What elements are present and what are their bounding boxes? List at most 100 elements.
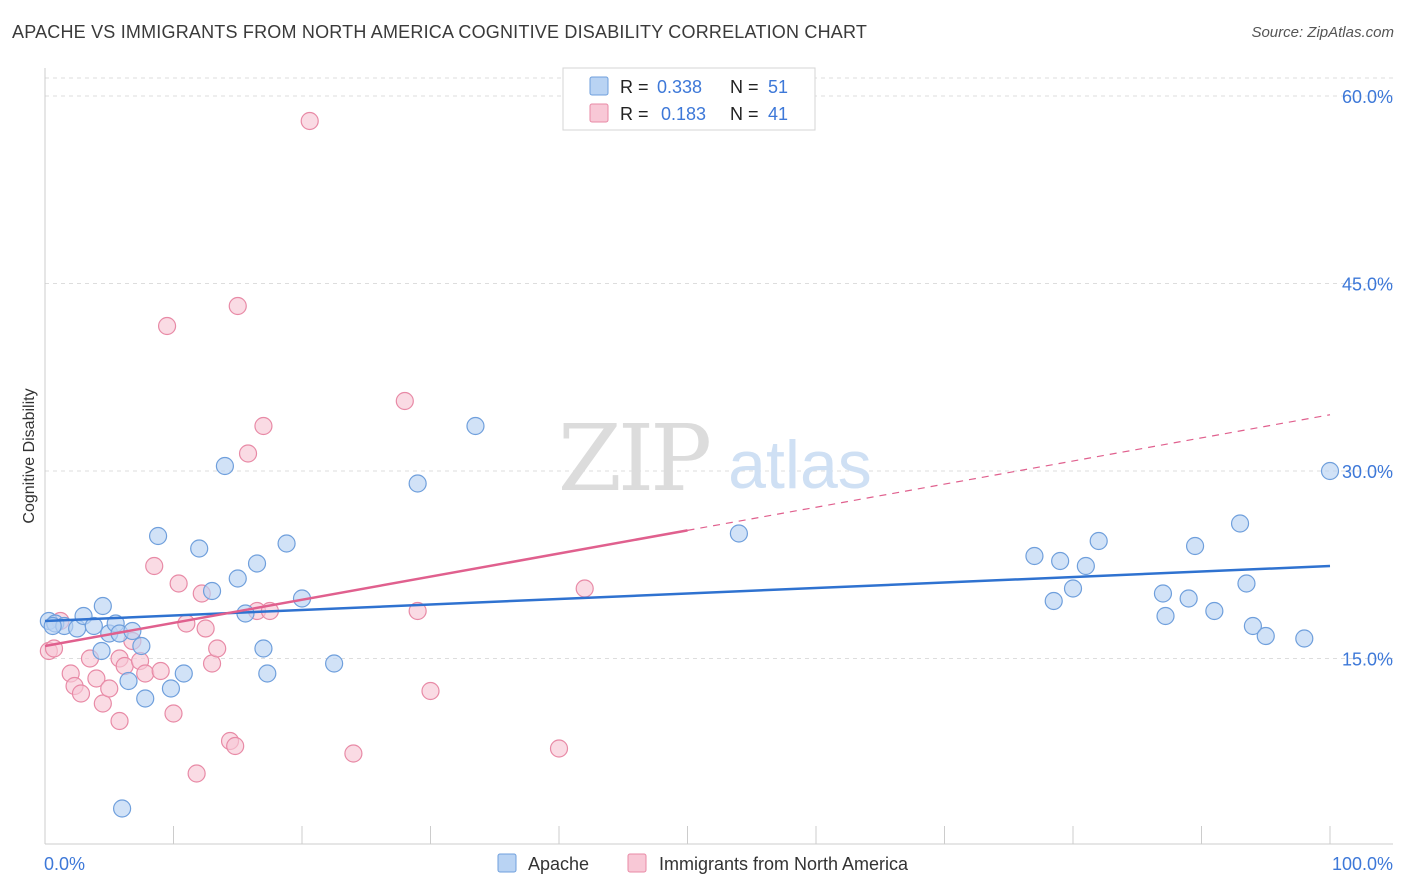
immigrants-point — [196, 619, 215, 638]
source-credit: Source: ZipAtlas.com — [1251, 24, 1394, 41]
watermark-atlas: atlas — [728, 427, 872, 503]
apache-point — [136, 689, 155, 708]
legend-n-value-apache: 51 — [768, 77, 788, 97]
apache-point — [1089, 531, 1108, 551]
apache-point — [174, 664, 193, 683]
y-tick-label: 30.0% — [1342, 462, 1393, 482]
immigrants-point — [145, 556, 164, 576]
immigrants-point — [110, 711, 129, 731]
y-tick-label: 45.0% — [1342, 275, 1393, 295]
series-legend: Apache Immigrants from North America — [497, 853, 909, 874]
legend-n-value-immigrants: 41 — [768, 104, 788, 124]
immigrants-point — [136, 664, 155, 683]
immigrants-point — [549, 739, 569, 758]
apache-point — [148, 526, 168, 546]
legend-swatch-immigrants — [589, 103, 609, 123]
apache-point — [254, 639, 273, 658]
y-tick-labels: 15.0% 30.0% 45.0% 60.0% — [1342, 87, 1393, 670]
immigrants-point — [238, 444, 258, 463]
apache-point — [325, 654, 344, 673]
apache-point — [92, 641, 111, 661]
apache-point — [729, 524, 749, 543]
data-points — [39, 111, 1340, 818]
immigrants-trend-line — [44, 529, 688, 648]
immigrants-point — [254, 416, 273, 436]
chart-title: APACHE VS IMMIGRANTS FROM NORTH AMERICA … — [12, 22, 868, 42]
apache-point — [1063, 579, 1083, 598]
immigrants-point — [71, 684, 91, 703]
correlation-legend: R = 0.338 N = 51 R = 0.183 N = 41 — [562, 67, 816, 131]
apache-point — [132, 636, 151, 656]
apache-point — [112, 799, 132, 818]
watermark-zip: ZIP — [558, 405, 709, 512]
apache-point — [1295, 629, 1314, 648]
apache-point — [119, 671, 138, 691]
immigrants-point — [344, 744, 363, 763]
immigrants-point — [408, 601, 427, 621]
apache-point — [190, 539, 209, 558]
apache-point — [1179, 589, 1198, 608]
apache-point — [1044, 591, 1063, 611]
axes — [44, 68, 1393, 845]
apache-point — [1256, 626, 1275, 646]
immigrants-point — [395, 391, 414, 411]
immigrants-trend-line-extrapolated — [687, 414, 1331, 531]
apache-point — [1076, 556, 1095, 576]
apache-point — [1237, 574, 1256, 593]
apache-point — [215, 456, 234, 476]
apache-point — [277, 534, 296, 553]
apache-point — [1185, 536, 1205, 556]
immigrants-point — [226, 736, 245, 756]
legend-n-label-apache: N = — [730, 77, 759, 97]
immigrants-point — [575, 579, 594, 598]
legend-swatch-apache — [589, 76, 609, 96]
apache-point — [93, 596, 112, 616]
immigrants-point — [300, 111, 319, 131]
immigrants-point — [421, 681, 440, 701]
y-axis-title: Cognitive Disability — [21, 388, 38, 523]
legend-bottom-label-apache: Apache — [528, 854, 589, 874]
legend-r-value-apache: 0.338 — [657, 77, 702, 97]
legend-bottom-label-immigrants: Immigrants from North America — [659, 854, 909, 874]
y-tick-label: 60.0% — [1342, 87, 1393, 107]
x-tick-label-min: 0.0% — [44, 854, 85, 874]
legend-bottom-swatch-immigrants — [627, 853, 647, 873]
apache-point — [1205, 601, 1224, 621]
apache-trend-line — [44, 564, 1331, 623]
apache-point — [84, 616, 103, 636]
immigrants-point — [169, 574, 188, 593]
apache-point — [1230, 514, 1250, 533]
legend-r-label-apache: R = — [620, 77, 649, 97]
immigrants-point — [87, 669, 106, 688]
legend-r-value-immigrants: 0.183 — [661, 104, 706, 124]
y-tick-label: 15.0% — [1342, 650, 1393, 670]
legend-r-label-immigrants: R = — [620, 104, 649, 124]
immigrants-point — [100, 679, 119, 698]
immigrants-point — [208, 639, 227, 658]
legend-n-label-immigrants: N = — [730, 104, 759, 124]
apache-point — [161, 679, 181, 698]
apache-point — [247, 554, 267, 573]
trend-lines — [44, 414, 1331, 648]
watermark: ZIP atlas — [558, 405, 872, 512]
apache-point — [228, 569, 247, 588]
apache-point — [258, 664, 277, 683]
apache-point — [202, 581, 222, 601]
immigrants-point — [228, 296, 247, 316]
apache-point — [1156, 606, 1175, 626]
immigrants-point — [115, 656, 134, 676]
apache-point — [1320, 461, 1340, 481]
apache-point — [1243, 616, 1263, 636]
apache-point — [1025, 546, 1044, 566]
apache-point — [408, 474, 427, 493]
apache-point — [1051, 551, 1070, 571]
immigrants-point — [151, 661, 170, 681]
apache-point — [1153, 584, 1173, 603]
immigrants-point — [177, 614, 196, 633]
immigrants-point — [187, 764, 206, 783]
immigrants-point — [157, 316, 177, 336]
x-tick-label-max: 100.0% — [1332, 854, 1393, 874]
apache-point — [466, 416, 485, 436]
legend-bottom-swatch-apache — [497, 853, 517, 873]
